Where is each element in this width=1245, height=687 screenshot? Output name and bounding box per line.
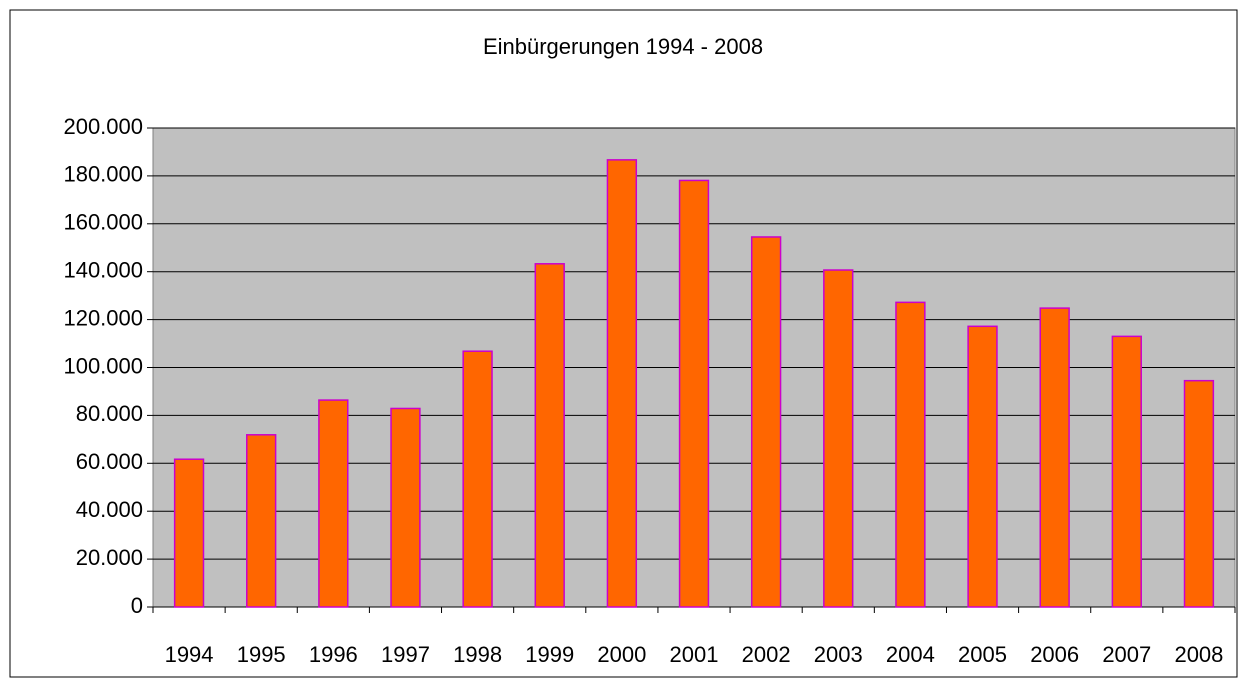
y-tick-label: 40.000 — [76, 497, 143, 522]
x-tick-label: 2007 — [1102, 642, 1151, 667]
y-tick-label: 80.000 — [76, 401, 143, 426]
x-tick-label: 1996 — [309, 642, 358, 667]
y-tick-label: 140.000 — [63, 258, 143, 283]
x-tick-label: 1995 — [237, 642, 286, 667]
bar — [750, 236, 782, 608]
bar — [1039, 307, 1070, 608]
y-tick-label: 180.000 — [63, 162, 143, 187]
bar — [1111, 335, 1142, 608]
bar — [318, 399, 349, 608]
bar — [606, 159, 638, 608]
x-tick-label: 2004 — [886, 642, 935, 667]
y-tick-label: 20.000 — [76, 545, 143, 570]
bar — [895, 301, 926, 608]
bar — [173, 458, 205, 608]
x-tick-label: 1994 — [165, 642, 214, 667]
x-tick-label: 2006 — [1030, 642, 1079, 667]
x-tick-label: 2003 — [814, 642, 863, 667]
x-tick-label: 2001 — [670, 642, 719, 667]
bar — [967, 325, 998, 608]
y-tick-label: 160.000 — [63, 210, 143, 235]
bar — [823, 269, 854, 608]
y-tick-label: 0 — [131, 593, 143, 618]
x-tick-label: 2008 — [1174, 642, 1223, 667]
x-tick-label: 2000 — [597, 642, 646, 667]
x-tick-label: 1998 — [453, 642, 502, 667]
x-tick-label: 2005 — [958, 642, 1007, 667]
chart-title: Einbürgerungen 1994 - 2008 — [483, 34, 763, 59]
bar — [246, 434, 277, 608]
x-tick-label: 1997 — [381, 642, 430, 667]
y-tick-label: 60.000 — [76, 449, 143, 474]
bar — [534, 263, 565, 608]
bar — [678, 179, 710, 608]
y-tick-label: 200.000 — [63, 114, 143, 139]
y-tick-label: 100.000 — [63, 353, 143, 378]
x-tick-label: 2002 — [742, 642, 791, 667]
x-tick-label: 1999 — [525, 642, 574, 667]
bar — [390, 407, 421, 608]
bar — [462, 350, 493, 608]
y-tick-label: 120.000 — [63, 305, 143, 330]
bar — [1183, 379, 1215, 608]
